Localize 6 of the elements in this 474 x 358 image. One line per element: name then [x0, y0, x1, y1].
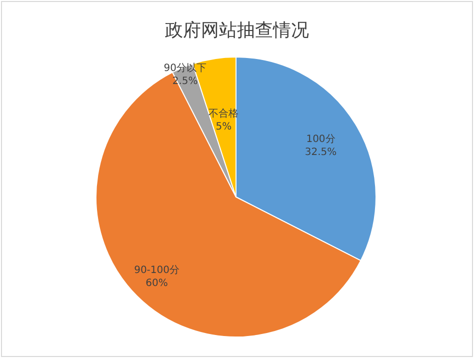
- slice-label: 90-100分: [134, 264, 180, 276]
- data-label: 5%: [216, 122, 232, 133]
- chart-title: 政府网站抽查情况: [165, 20, 309, 41]
- data-label: 60%: [146, 278, 168, 290]
- slice-label: 100分: [306, 133, 336, 146]
- data-label: 32.5%: [304, 147, 337, 158]
